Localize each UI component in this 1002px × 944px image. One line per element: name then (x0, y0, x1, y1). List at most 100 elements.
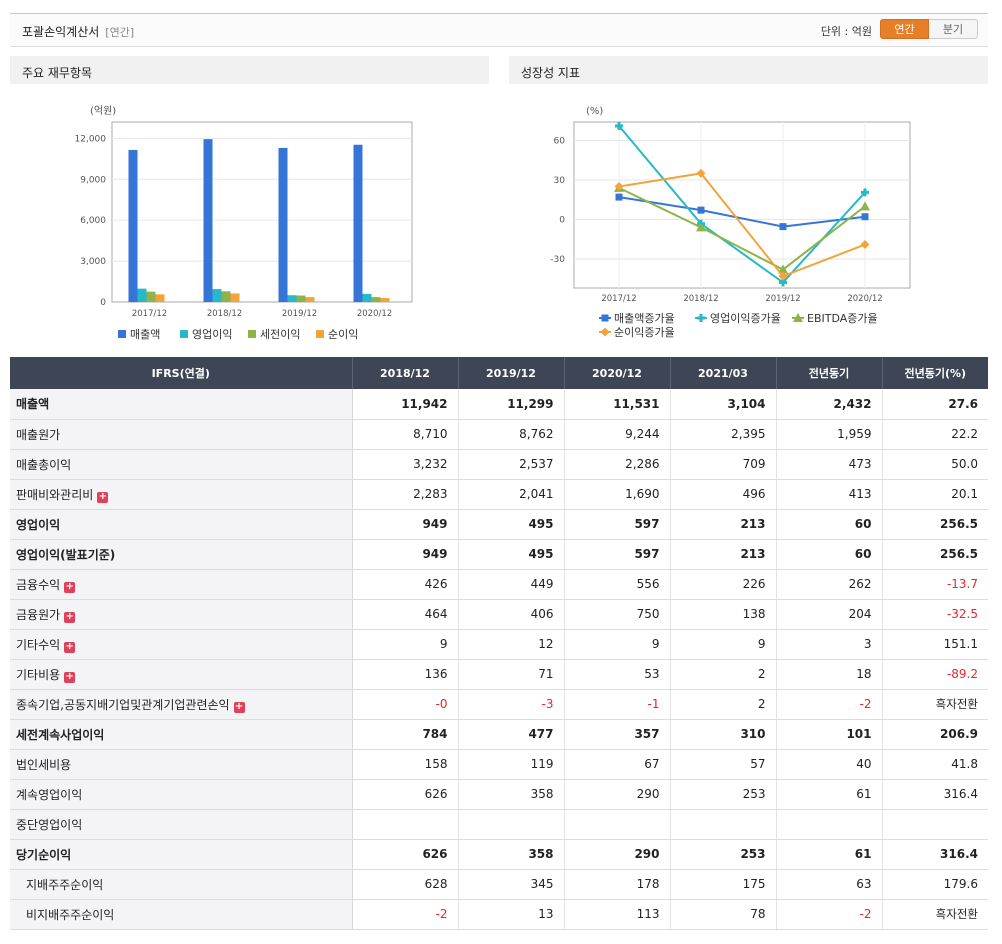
data-point (615, 193, 623, 201)
table-cell: 3 (776, 629, 883, 660)
table-cell: 3,104 (670, 389, 777, 420)
row-label-text: 중단영업이익 (16, 817, 83, 832)
table-cell: 628 (352, 869, 459, 900)
row-label: 비지배주주순이익 (10, 899, 353, 930)
table-cell: 22.2 (882, 419, 988, 450)
legend-swatch (118, 330, 126, 338)
table-cell: 78 (670, 899, 777, 930)
row-label[interactable]: 금융원가 + (10, 599, 353, 630)
table-cell: 2,283 (352, 479, 459, 510)
table-cell: -13.7 (882, 569, 988, 600)
table-cell: 178 (564, 869, 671, 900)
legend-label: 순이익 (328, 328, 358, 341)
table-cell: 310 (670, 718, 777, 750)
expand-plus-icon[interactable]: + (64, 580, 76, 593)
table-cell: 61 (776, 779, 883, 810)
tab-annual[interactable]: 연간 (880, 19, 929, 39)
table-row: 기타비용 +136 71 53 2 18 -89.2 (10, 659, 988, 690)
row-label-text: 종속기업,공동지배기업및관계기업관련손익 (16, 697, 230, 712)
table-cell: 597 (564, 539, 671, 570)
table-row: 매출원가 8,710 8,762 9,244 2,395 1,959 22.2 (10, 419, 988, 450)
legend-label: 영업이익증가율 (710, 312, 781, 325)
legend-label: 매출액 (130, 328, 160, 341)
table-row: 영업이익(발표기준) 949 495 597 213 60 256.5 (10, 539, 988, 570)
table-cell: 256.5 (882, 508, 988, 540)
series-line (618, 186, 866, 271)
row-label-text: 매출총이익 (16, 457, 72, 472)
table-cell: 357 (564, 718, 671, 750)
row-label: 세전계속사업이익 (10, 718, 353, 750)
bar (146, 291, 156, 302)
table-cell: 13 (458, 899, 565, 930)
expand-plus-icon[interactable]: + (97, 490, 109, 503)
tab-quarterly[interactable]: 분기 (929, 19, 978, 39)
data-point (696, 222, 706, 232)
table-cell: 626 (352, 839, 459, 870)
table-cell: 2,537 (458, 449, 565, 480)
table-cell: 흑자전환 (882, 899, 988, 930)
table-cell: -1 (564, 689, 671, 720)
row-label: 영업이익 (10, 508, 353, 540)
table-cell: 60 (776, 539, 883, 570)
row-label-text: 당기순이익 (16, 847, 72, 862)
table-cell (564, 809, 671, 840)
table-cell: 61 (776, 839, 883, 870)
legend-marker (793, 313, 803, 322)
bar (128, 149, 138, 302)
header-prev-period-pct: 전년동기(%) (882, 357, 988, 389)
table-cell: 784 (352, 718, 459, 750)
legend-marker (699, 314, 703, 322)
data-point (779, 223, 787, 231)
bar (203, 139, 213, 302)
expand-plus-icon[interactable]: + (64, 640, 76, 653)
table-cell: 473 (776, 449, 883, 480)
bar (353, 144, 363, 302)
table-cell: 179.6 (882, 869, 988, 900)
table-row: 종속기업,공동지배기업및관계기업관련손익 + -0 -3 -1 2 -2 흑자전환 (10, 689, 988, 720)
row-label: 당기순이익 (10, 839, 353, 870)
row-label: 매출액 (10, 389, 353, 420)
expand-plus-icon[interactable]: + (233, 700, 245, 713)
statement-title-text: 포괄손익계산서 (22, 25, 100, 39)
header-ifrs: IFRS(연결) (10, 357, 353, 389)
x-tick-label: 2020/12 (357, 309, 392, 319)
row-label[interactable]: 종속기업,공동지배기업및관계기업관련손익 + (10, 689, 353, 720)
table-cell: -0 (352, 689, 459, 720)
row-label[interactable]: 기타수익 + (10, 629, 353, 660)
x-tick-label: 2020/12 (847, 294, 882, 304)
x-tick-label: 2019/12 (765, 294, 800, 304)
table-row: 세전계속사업이익 784 477 357 310 101 206.9 (10, 718, 988, 750)
row-label-text: 지배주주순이익 (26, 877, 104, 892)
row-label-text: 영업이익(발표기준) (16, 547, 116, 562)
table-cell: 2 (670, 659, 777, 690)
table-cell: 253 (670, 779, 777, 810)
table-cell: 20.1 (882, 479, 988, 510)
row-label: 매출원가 (10, 419, 353, 450)
table-cell: 41.8 (882, 749, 988, 780)
bar (137, 288, 147, 302)
table-cell: 495 (458, 539, 565, 570)
legend-marker (601, 314, 609, 322)
y-tick-label: 6,000 (80, 216, 106, 226)
table-header-row: IFRS(연결) 2018/12 2019/12 2020/12 2021/03… (10, 357, 988, 389)
table-row: 당기순이익 626 358 290 253 61 316.4 (10, 839, 988, 870)
table-cell: 556 (564, 569, 671, 600)
table-cell: 204 (776, 599, 883, 630)
legend-swatch (248, 330, 256, 338)
row-label[interactable]: 기타비용 + (10, 659, 353, 690)
row-label[interactable]: 금융수익 + (10, 569, 353, 600)
table-row: 매출액 11,942 11,299 11,531 3,104 2,432 27.6 (10, 389, 988, 420)
expand-plus-icon[interactable]: + (64, 610, 76, 623)
table-cell (352, 809, 459, 840)
y-tick-label: 0 (100, 298, 106, 308)
table-cell: 358 (458, 839, 565, 870)
table-cell: 63 (776, 869, 883, 900)
row-label[interactable]: 판매비와관리비 + (10, 479, 353, 510)
unit-label: 단위 : 억원 (820, 25, 872, 38)
table-cell: 213 (670, 508, 777, 540)
table-cell (458, 809, 565, 840)
row-label-text: 비지배주주순이익 (26, 907, 115, 922)
left-panel-title: 주요 재무항목 (10, 56, 489, 84)
expand-plus-icon[interactable]: + (64, 670, 76, 683)
data-point (778, 271, 788, 281)
